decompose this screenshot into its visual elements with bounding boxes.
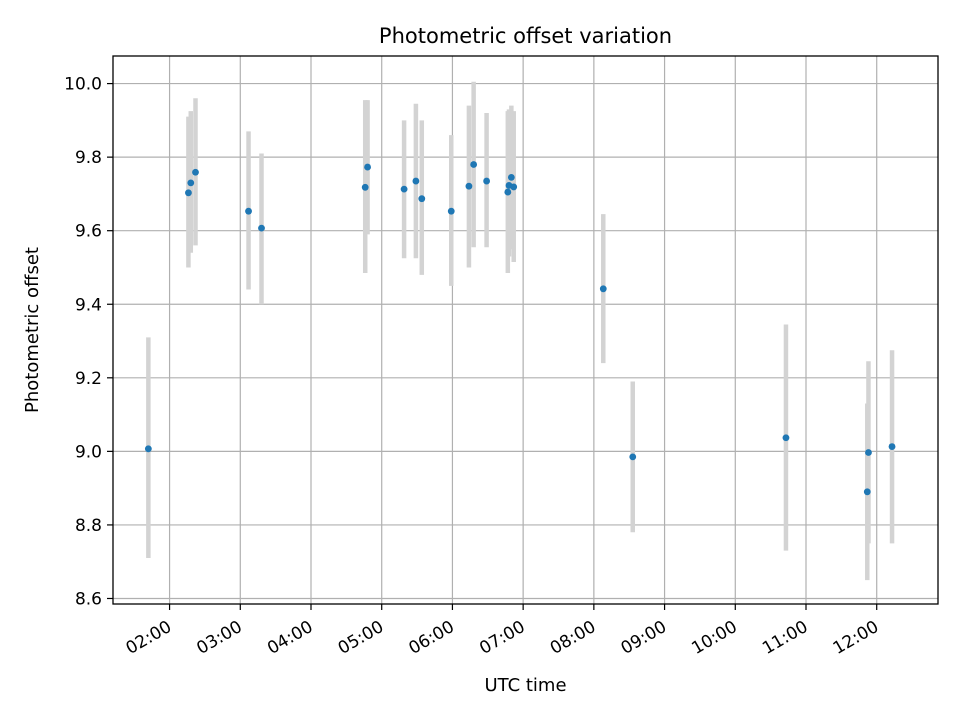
data-point (865, 449, 872, 456)
grid-layer (113, 56, 938, 604)
x-tick-label: 02:00 (123, 617, 175, 659)
data-point (192, 168, 199, 176)
plot-frame (112, 55, 939, 605)
x-tick-label: 04:00 (264, 617, 316, 659)
x-tick-label: 06:00 (405, 617, 457, 659)
y-tick-label: 8.8 (75, 516, 102, 536)
y-tick-label: 9.8 (75, 148, 102, 168)
data-point (245, 207, 252, 215)
data-point (364, 163, 371, 171)
data-point (400, 185, 408, 193)
data-point (782, 434, 790, 442)
x-tick-label: 07:00 (476, 617, 528, 659)
x-tick-label: 10:00 (688, 617, 740, 659)
x-tick-label: 11:00 (759, 617, 811, 659)
data-point (258, 224, 265, 232)
data-point (510, 183, 518, 191)
y-tick-label: 9.6 (75, 222, 102, 242)
chart-title: Photometric offset variation (379, 24, 672, 48)
x-axis-title: UTC time (484, 675, 566, 696)
data-point (447, 207, 455, 215)
x-tick-label: 12:00 (830, 617, 882, 659)
x-tick-label: 09:00 (618, 617, 670, 659)
y-tick-label: 8.6 (75, 589, 102, 609)
data-point (144, 445, 152, 453)
data-point (361, 183, 369, 191)
point-layer (144, 161, 896, 496)
x-tick-label: 05:00 (335, 617, 387, 659)
y-tick-label: 9.2 (75, 369, 102, 389)
data-point (888, 443, 896, 450)
data-point (629, 453, 637, 461)
data-point (187, 179, 195, 187)
data-point (483, 177, 491, 185)
data-point (507, 173, 515, 181)
data-point (470, 161, 478, 168)
y-axis-title: Photometric offset (22, 247, 43, 413)
data-point (863, 488, 871, 496)
data-point (465, 182, 473, 190)
x-tick-label: 03:00 (193, 617, 245, 659)
data-point (504, 188, 512, 196)
y-tick-label: 9.4 (75, 295, 102, 315)
y-tick-label: 9.0 (75, 442, 102, 462)
x-tick-label: 08:00 (547, 617, 599, 659)
data-point (599, 285, 607, 293)
data-point (412, 177, 420, 185)
y-tick-label: 10.0 (64, 75, 102, 95)
data-point (185, 189, 192, 197)
data-point (418, 195, 426, 203)
errorbar-layer (146, 81, 895, 581)
